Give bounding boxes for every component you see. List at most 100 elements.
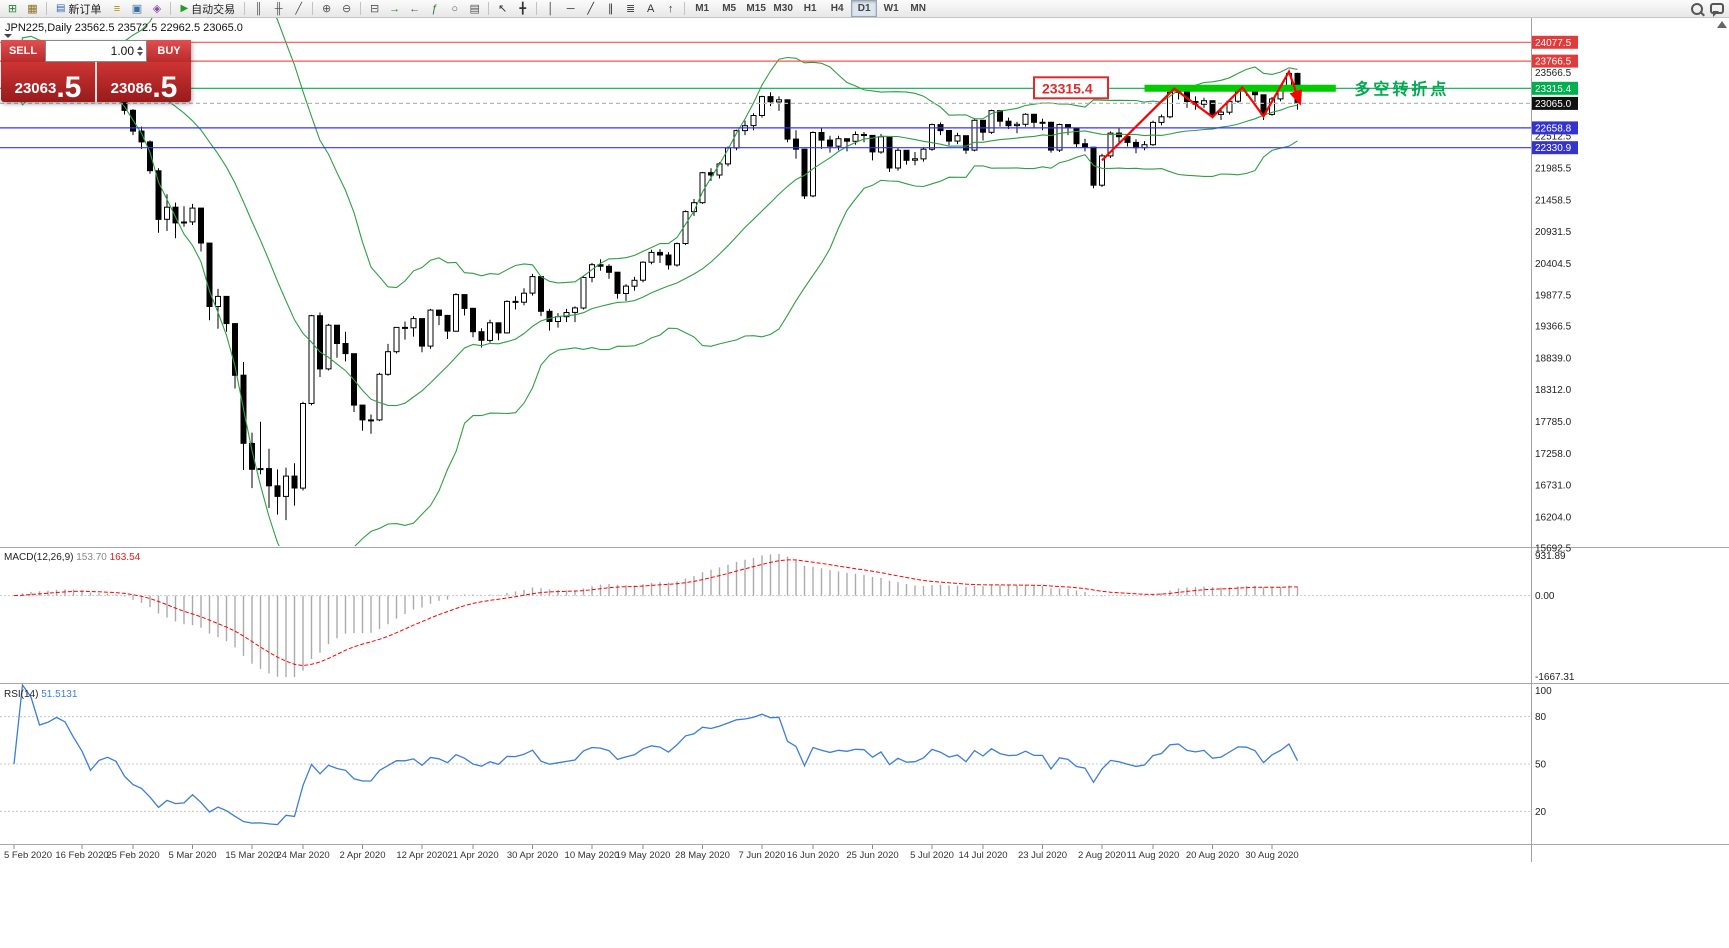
svg-text:18312.0: 18312.0 [1535,385,1572,396]
arrows-icon[interactable]: ↑ [667,2,674,15]
sell-price[interactable]: 23063.5 [1,62,97,102]
svg-text:20: 20 [1535,807,1547,818]
main-chart-plot-area[interactable] [0,18,1531,546]
svg-text:21458.5: 21458.5 [1535,195,1572,206]
pivot-price-annotation[interactable]: 23315.4 [1033,76,1109,100]
vertical-line-icon[interactable]: │ [547,2,555,15]
svg-text:28 May 2020: 28 May 2020 [675,850,730,861]
pivot-annotation-text[interactable]: 多空转折点 [1354,79,1449,98]
trendline-icon[interactable]: ╱ [587,3,594,15]
svg-text:5 Feb 2020: 5 Feb 2020 [4,850,52,861]
tile-windows-icon[interactable]: ⊟ [370,3,380,15]
indicators-icon[interactable]: ƒ [431,2,438,15]
new-order-button-label: 新订单 [68,3,102,16]
auto-scroll-icon[interactable]: → [389,2,401,15]
svg-text:23 Jul 2020: 23 Jul 2020 [1018,850,1067,861]
timeframe-m30[interactable]: M30 [773,3,793,14]
volume-up-icon[interactable] [137,46,143,50]
macd-panel[interactable] [0,549,1531,682]
svg-text:18839.0: 18839.0 [1535,353,1572,364]
sell-price-main: 23063 [14,80,57,97]
macd-label: MACD(12,26,9) 153.70 163.54 [4,552,141,563]
svg-text:17785.0: 17785.0 [1535,417,1572,428]
timeframe-h4[interactable]: H4 [830,3,844,14]
svg-text:15 Mar 2020: 15 Mar 2020 [225,850,278,861]
toolbar-separator [536,2,538,15]
bar-chart-icon[interactable]: ║ [254,2,263,15]
svg-text:15692.5: 15692.5 [1535,543,1572,554]
main-toolbar: ⊞ ▦ ▤ 新订单 ≡ ▣ ◈ ▶ 自动交易 ║ ╫ ╱ ⊕ ⊖ ⊟ → ← ƒ ○ ▤ ↖ ╋ │ ─ ╱ ∥ ≣ A ↑ M1 M5 M1… [0,0,1729,18]
channel-icon[interactable]: ∥ [607,3,614,15]
svg-text:2 Aug 2020: 2 Aug 2020 [1078,850,1126,861]
svg-text:16204.0: 16204.0 [1535,512,1572,523]
chart-title: JPN225,Daily 23562.5 23572.5 22962.5 230… [5,22,243,34]
line-chart-icon[interactable]: ╱ [295,3,302,15]
autotrading-button[interactable]: ▶ 自动交易 [175,1,240,17]
volume-down-icon[interactable] [137,52,143,56]
svg-text:24 Mar 2020: 24 Mar 2020 [276,850,329,861]
horizontal-line-icon[interactable]: ─ [566,2,575,15]
price-axis[interactable] [1531,18,1729,845]
sell-button[interactable]: SELL [1,40,45,62]
svg-text:30 Aug 2020: 30 Aug 2020 [1245,850,1298,861]
svg-text:50: 50 [1535,760,1547,771]
one-click-toggle-icon[interactable] [4,34,12,38]
svg-text:12 Apr 2020: 12 Apr 2020 [396,850,447,861]
svg-text:22512.5: 22512.5 [1535,132,1572,143]
periods-icon[interactable]: ○ [451,2,458,15]
price-tag-23065.0: 23065.0 [1532,96,1578,110]
buy-price[interactable]: 23086.5 [97,62,191,102]
svg-text:10 May 2020: 10 May 2020 [565,850,620,861]
zoom-out-icon[interactable]: ⊖ [342,3,352,15]
search-icon[interactable] [1687,1,1706,17]
svg-text:25 Jun 2020: 25 Jun 2020 [846,850,898,861]
profiles-icon[interactable]: ▦ [27,3,38,15]
data-window-icon[interactable]: ▣ [131,3,143,15]
macd-histogram [21,553,1299,678]
text-icon[interactable]: A [646,2,655,15]
autotrading-button-label: 自动交易 [191,3,236,16]
zoom-in-icon[interactable]: ⊕ [322,3,332,15]
svg-text:5 Jul 2020: 5 Jul 2020 [910,850,954,861]
scroll-up-icon[interactable] [1717,21,1727,28]
timeframe-h1[interactable]: H1 [803,3,817,14]
cursor-icon[interactable]: ↖ [498,3,508,15]
new-order-button-icon: ▤ [56,3,66,14]
templates-icon[interactable]: ▤ [469,3,480,15]
svg-text:20931.5: 20931.5 [1535,227,1572,238]
new-chart-icon[interactable]: ⊞ [7,3,18,15]
svg-text:23315.4: 23315.4 [1042,80,1093,96]
svg-text:30 Apr 2020: 30 Apr 2020 [507,850,558,861]
svg-text:20404.5: 20404.5 [1535,259,1572,270]
timeframe-w1[interactable]: W1 [883,3,899,14]
candlestick-chart-icon[interactable]: ╫ [274,2,283,15]
svg-text:23315.4: 23315.4 [1535,84,1572,95]
timeframe-mn[interactable]: MN [910,3,926,14]
svg-text:16 Jun 2020: 16 Jun 2020 [787,850,839,861]
svg-text:80: 80 [1535,712,1547,723]
timeframe-m5[interactable]: M5 [722,3,737,14]
timeframe-m15[interactable]: M15 [746,3,766,14]
buy-price-pips: .5 [152,70,178,102]
chat-icon[interactable] [1707,1,1726,17]
time-axis[interactable] [0,845,1531,862]
autotrading-button-icon: ▶ [180,3,189,14]
toolbar-separator [312,2,314,15]
fibonacci-icon[interactable]: ≣ [626,3,636,15]
timeframe-d1[interactable]: D1 [851,0,878,17]
navigator-icon[interactable]: ◈ [152,3,162,15]
chart-shift-icon[interactable]: ← [409,2,421,15]
date-axis[interactable]: 5 Feb 202016 Feb 202025 Feb 2020 5 Mar 20… [4,845,1299,861]
rsi-panel[interactable] [0,685,1531,843]
timeframe-m1[interactable]: M1 [695,3,710,14]
buy-button[interactable]: BUY [147,40,191,62]
price-tag-23766.5: 23766.5 [1532,54,1578,68]
toolbar-separator [360,2,362,15]
trend-zigzag[interactable] [1101,69,1303,162]
crosshair-icon[interactable]: ╋ [519,3,526,15]
market-watch-icon[interactable]: ≡ [113,2,121,15]
new-order-button[interactable]: ▤ 新订单 [51,1,106,17]
volume-input[interactable]: 1.00 [45,40,147,62]
